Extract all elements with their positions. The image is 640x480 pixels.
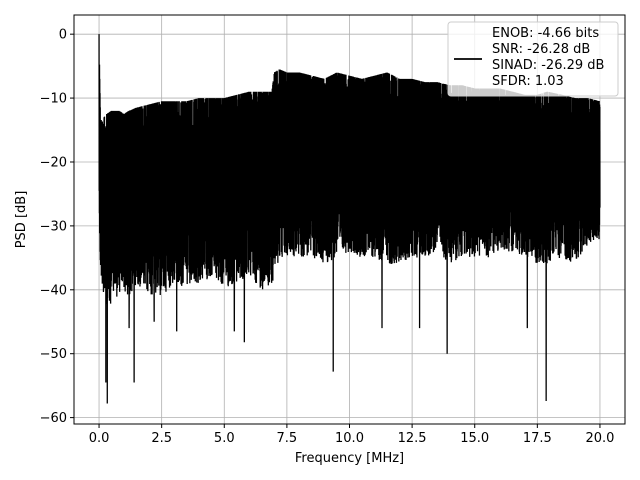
x-tick-label: 5.0 (214, 431, 235, 446)
y-tick-label: 0 (59, 28, 67, 43)
legend-entry-line: ENOB: -4.66 bits (492, 26, 599, 41)
legend-box (447, 21, 619, 97)
y-axis: 0 −10 −20 −30 −40 −50 −60 (40, 28, 74, 426)
y-tick-label: −40 (40, 283, 67, 298)
x-tick-label: 12.5 (398, 431, 427, 446)
x-tick-label: 2.5 (151, 431, 172, 446)
legend-entry-line: SNR: -26.28 dB (492, 42, 590, 57)
x-tick-label: 10.0 (335, 431, 364, 446)
y-tick-label: −60 (40, 411, 67, 426)
y-tick-label: −30 (40, 219, 67, 234)
legend-entry-line: SINAD: -26.29 dB (492, 58, 604, 73)
x-tick-label: 0.0 (89, 431, 110, 446)
legend-entry-line: SFDR: 1.03 (492, 74, 564, 89)
x-axis: 0.0 2.5 5.0 7.5 10.0 12.5 15.0 17.5 20.0 (89, 424, 614, 446)
x-tick-label: 17.5 (523, 431, 552, 446)
y-tick-label: −50 (40, 347, 67, 362)
x-tick-label: 7.5 (277, 431, 298, 446)
legend-entry: ENOB: -4.66 bits SNR: -26.28 dB SINAD: -26… (492, 26, 604, 89)
y-axis-label: PSD [dB] (14, 191, 29, 249)
psd-series-line (98, 34, 601, 404)
x-tick-label: 20.0 (585, 431, 614, 446)
x-tick-label: 15.0 (460, 431, 489, 446)
data-layer (98, 34, 601, 404)
y-tick-label: −20 (40, 155, 67, 170)
x-axis-label: Frequency [MHz] (295, 451, 404, 466)
y-tick-label: −10 (40, 92, 67, 107)
legend: ENOB: -4.66 bits SNR: -26.28 dB SINAD: -26… (447, 21, 619, 97)
